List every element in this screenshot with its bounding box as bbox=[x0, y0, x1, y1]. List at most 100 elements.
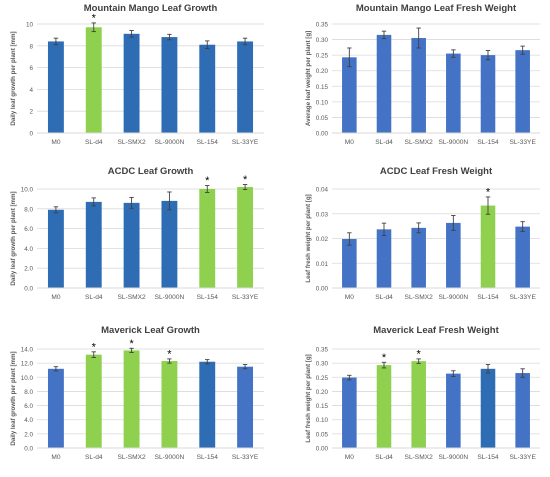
chart-panel-3: ACDC Leaf Growth 0.0 2.0 4.0 6.0 8.0 10.0 Daily… bbox=[10, 166, 264, 301]
bar-M0 bbox=[342, 57, 357, 133]
bar-SL-9000N bbox=[446, 373, 461, 448]
x-tick-label: SL-33YE bbox=[509, 454, 536, 461]
x-tick-label: M0 bbox=[345, 139, 354, 146]
y-tick-label: 2 bbox=[29, 109, 33, 116]
bar-SL-SMX2 bbox=[123, 33, 140, 134]
x-tick-label: SL-9000N bbox=[438, 294, 468, 301]
chart-title: Mountain Mango Leaf Growth bbox=[84, 3, 218, 14]
bar-SL-154 bbox=[199, 189, 216, 288]
bar-SL-154 bbox=[480, 368, 496, 448]
y-tick-label: 2.0 bbox=[24, 266, 33, 273]
bar-SL-9000N bbox=[161, 37, 178, 133]
significance-marker: * bbox=[205, 175, 210, 187]
bar-M0 bbox=[342, 238, 357, 288]
y-tick-label: 4 bbox=[29, 87, 33, 94]
chart-panel-5: Maverick Leaf Growth 0.0 2.0 4.0 6.0 8.0 10.0 1… bbox=[10, 325, 264, 461]
x-tick-label: SL-154 bbox=[477, 454, 499, 461]
chart-title: Maverick Leaf Growth bbox=[101, 325, 200, 336]
bar-SL-d4 bbox=[85, 27, 102, 133]
bar-SL-d4 bbox=[85, 201, 102, 288]
x-tick-label: SL-d4 bbox=[85, 294, 103, 301]
x-tick-label: M0 bbox=[345, 454, 354, 461]
bar-SL-d4 bbox=[376, 34, 392, 133]
bar-SL-SMX2 bbox=[123, 350, 140, 448]
bar-SL-9000N bbox=[446, 53, 461, 134]
significance-marker: * bbox=[417, 348, 422, 360]
significance-marker: * bbox=[486, 186, 491, 198]
y-tick-label: 0.04 bbox=[316, 187, 329, 194]
y-tick-label: 10.0 bbox=[21, 375, 34, 382]
y-tick-label: 0.0 bbox=[24, 286, 33, 293]
x-tick-label: SL-9000N bbox=[155, 294, 185, 301]
y-tick-label: 0.0 bbox=[24, 446, 33, 453]
x-tick-label: SL-154 bbox=[197, 139, 219, 146]
significance-marker: * bbox=[129, 338, 134, 350]
chart-panel-4: ACDC Leaf Fresh Weight 0.00 0.01 0.02 0.03 0.… bbox=[305, 166, 540, 301]
significance-marker: * bbox=[92, 341, 97, 353]
bar-M0 bbox=[47, 41, 64, 133]
y-tick-label: 0.35 bbox=[316, 22, 329, 29]
x-tick-label: SL-SMX2 bbox=[405, 139, 434, 146]
x-tick-label: SL-33YE bbox=[232, 139, 259, 146]
chart-title: Maverick Leaf Fresh Weight bbox=[373, 325, 499, 336]
x-tick-label: SL-33YE bbox=[232, 454, 259, 461]
x-tick-label: SL-154 bbox=[197, 454, 219, 461]
bar-SL-33YE bbox=[237, 366, 254, 448]
y-tick-label: 8.0 bbox=[24, 389, 33, 396]
y-tick-label: 4.0 bbox=[24, 246, 33, 253]
y-tick-label: 0.10 bbox=[316, 99, 329, 106]
x-tick-label: SL-d4 bbox=[85, 454, 103, 461]
significance-marker: * bbox=[243, 174, 248, 186]
bar-SL-33YE bbox=[237, 41, 254, 133]
bar-M0 bbox=[342, 377, 357, 448]
x-tick-label: M0 bbox=[51, 139, 60, 146]
x-tick-label: SL-9000N bbox=[155, 454, 185, 461]
bar-SL-154 bbox=[480, 55, 496, 134]
bar-SL-9000N bbox=[446, 222, 461, 288]
y-axis-label: Leaf fresh weight per plant [g] bbox=[305, 354, 312, 442]
x-tick-label: SL-SMX2 bbox=[405, 454, 434, 461]
bar-SL-SMX2 bbox=[123, 202, 140, 288]
y-tick-label: 0 bbox=[29, 131, 33, 138]
x-tick-label: M0 bbox=[51, 294, 60, 301]
y-tick-label: 10 bbox=[26, 22, 34, 29]
chart-panel-2: Mountain Mango Leaf Fresh Weight 0.00 0.05… bbox=[305, 3, 540, 146]
x-tick-label: SL-d4 bbox=[375, 294, 393, 301]
bar-SL-d4 bbox=[376, 229, 392, 288]
y-tick-label: 0.02 bbox=[316, 236, 329, 243]
y-tick-label: 0.20 bbox=[316, 389, 329, 396]
y-tick-label: 6.0 bbox=[24, 226, 33, 233]
y-tick-label: 0.20 bbox=[316, 68, 329, 75]
bar-SL-154 bbox=[480, 205, 496, 288]
y-tick-label: 14.0 bbox=[21, 347, 34, 354]
x-tick-label: SL-SMX2 bbox=[405, 294, 434, 301]
y-axis-label: Daily leaf growth per plant [mm] bbox=[10, 191, 17, 285]
y-tick-label: 0.03 bbox=[316, 211, 329, 218]
significance-marker: * bbox=[167, 348, 172, 360]
x-tick-label: SL-154 bbox=[197, 294, 219, 301]
bar-SL-d4 bbox=[85, 354, 102, 448]
x-tick-label: SL-9000N bbox=[438, 139, 468, 146]
x-tick-label: M0 bbox=[51, 454, 60, 461]
bar-SL-154 bbox=[199, 361, 216, 448]
bar-SL-SMX2 bbox=[411, 227, 426, 288]
bar-SL-33YE bbox=[515, 50, 530, 133]
x-tick-label: SL-154 bbox=[477, 139, 499, 146]
y-tick-label: 8.0 bbox=[24, 206, 33, 213]
y-tick-label: 8 bbox=[29, 43, 33, 50]
y-tick-label: 0.05 bbox=[316, 431, 329, 438]
y-axis-label: Leaf fresh weight per plant [g] bbox=[305, 194, 312, 282]
y-tick-label: 0.00 bbox=[316, 446, 329, 453]
x-tick-label: SL-154 bbox=[477, 294, 499, 301]
y-tick-label: 4.0 bbox=[24, 417, 33, 424]
y-tick-label: 0.15 bbox=[316, 403, 329, 410]
significance-marker: * bbox=[92, 12, 97, 24]
y-axis-label: Daily leaf growth per plant [mm] bbox=[10, 351, 17, 445]
y-tick-label: 0.30 bbox=[316, 361, 329, 368]
chart-title: ACDC Leaf Fresh Weight bbox=[380, 166, 493, 177]
y-tick-label: 0.05 bbox=[316, 115, 329, 122]
chart-title: ACDC Leaf Growth bbox=[108, 166, 194, 177]
bar-M0 bbox=[47, 209, 64, 288]
x-tick-label: SL-d4 bbox=[375, 139, 393, 146]
x-tick-label: M0 bbox=[345, 294, 354, 301]
